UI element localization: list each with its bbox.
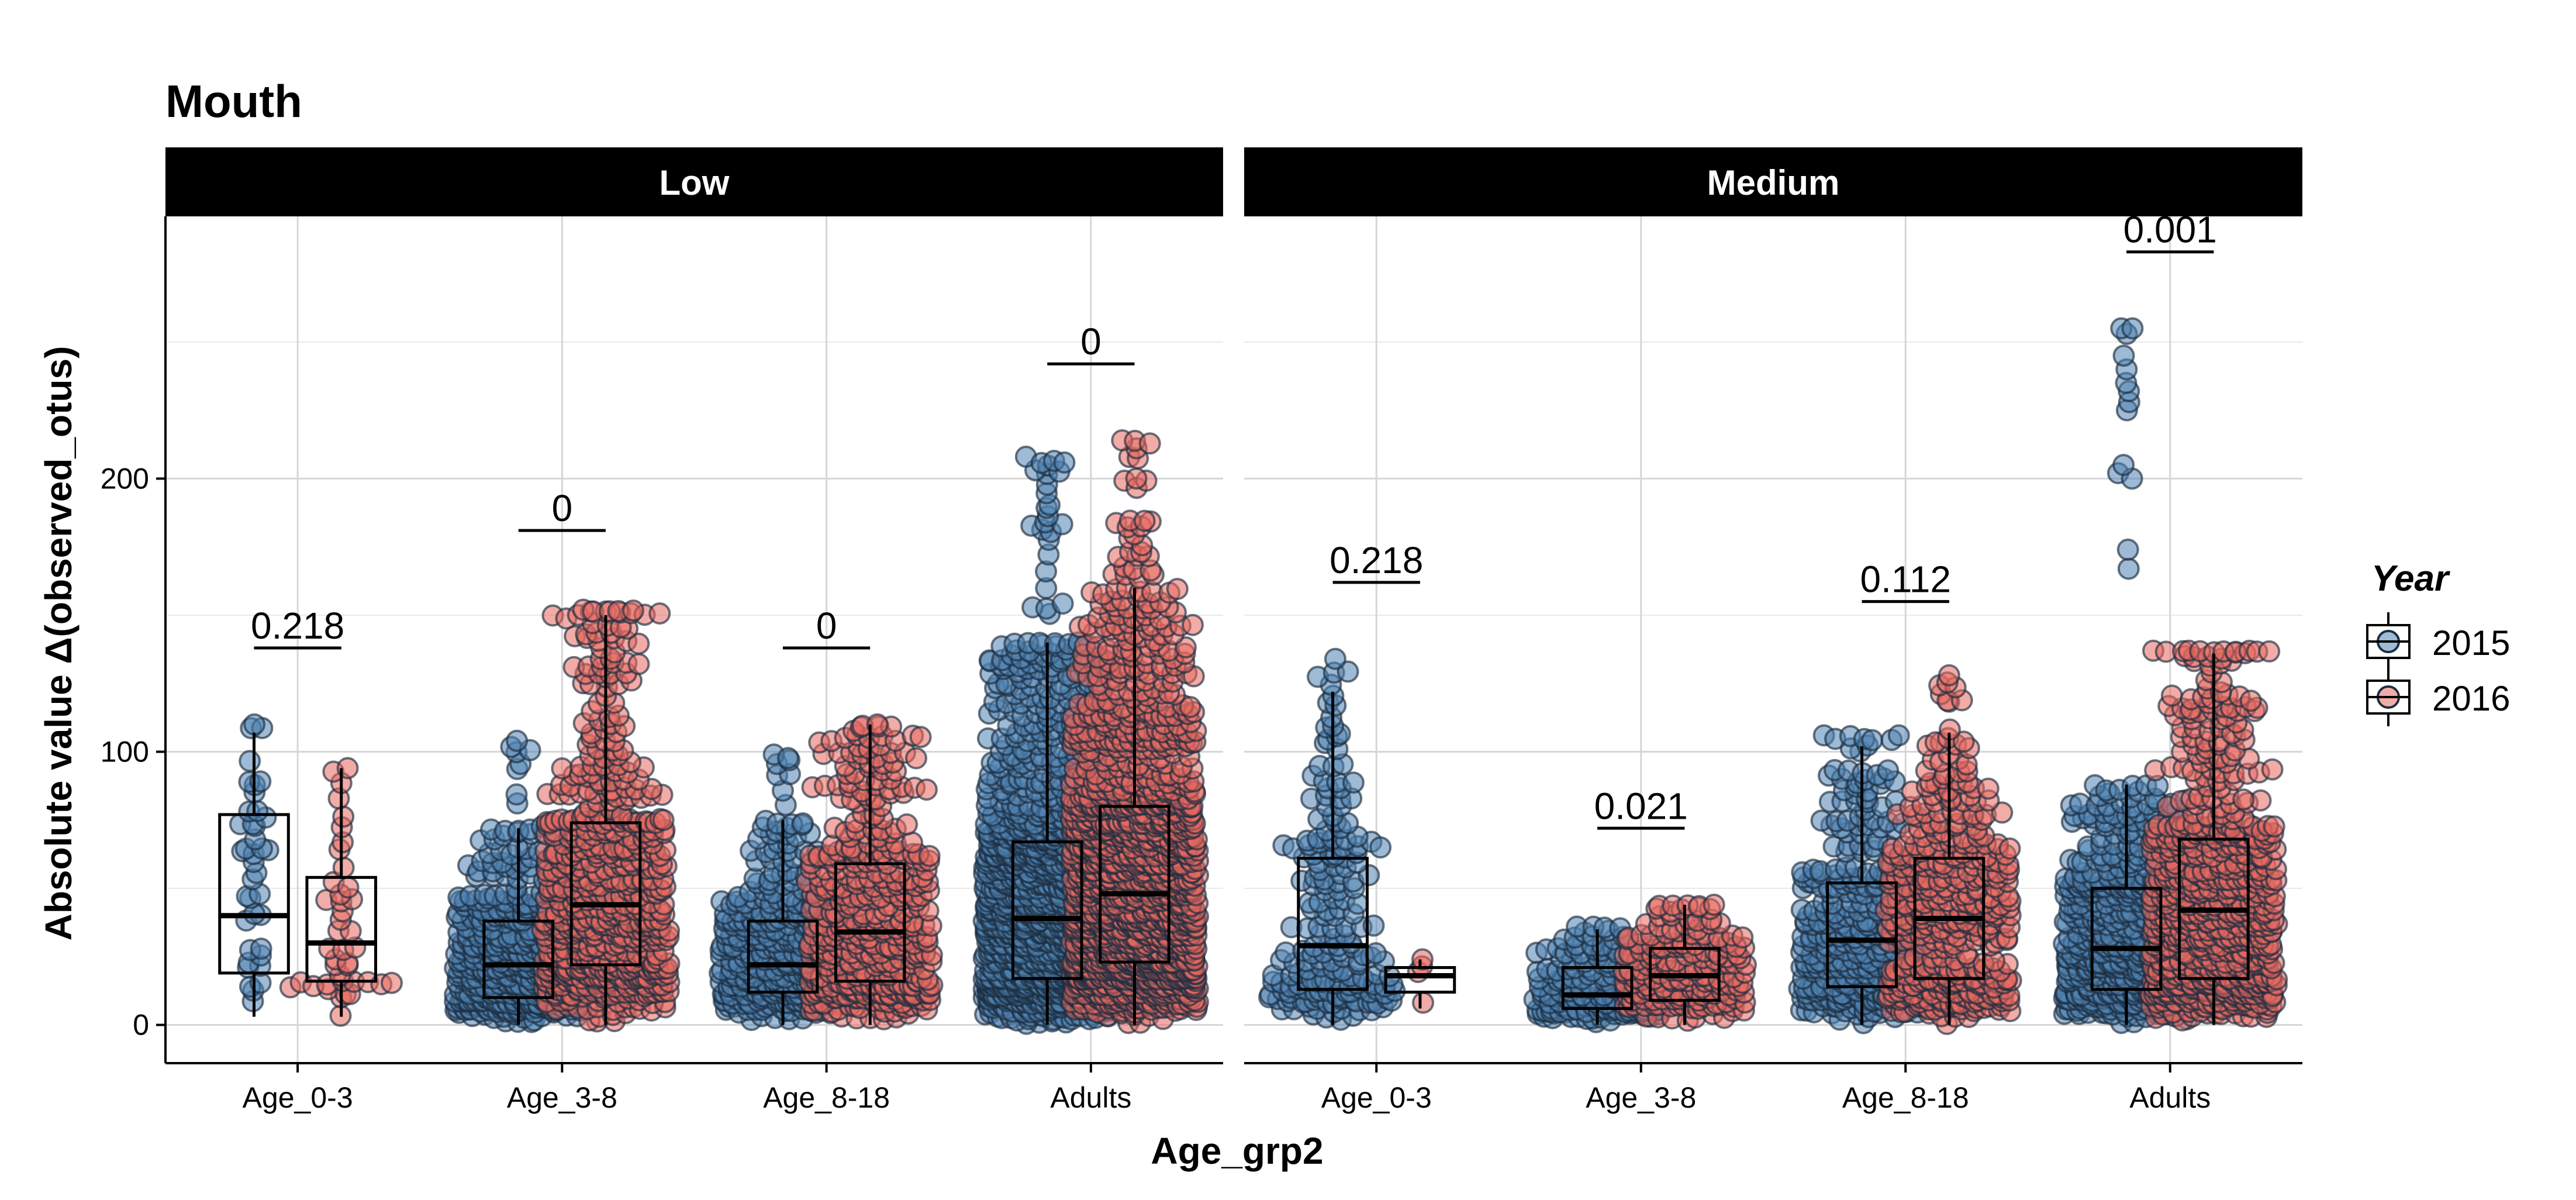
panel-backgrounds: Low Medium [165, 147, 2302, 216]
data-point [623, 601, 643, 620]
data-point [1344, 773, 1363, 792]
facet-strip-label: Medium [1707, 163, 1840, 202]
data-point [382, 973, 402, 993]
data-point [902, 833, 922, 853]
data-point [334, 858, 354, 878]
data-point [911, 727, 931, 747]
data-point [1370, 837, 1390, 857]
data-point [897, 815, 917, 835]
data-point [650, 604, 669, 623]
data-points [230, 319, 2287, 1035]
data-point [333, 807, 353, 827]
data-point [778, 748, 798, 768]
data-point [251, 939, 271, 958]
data-point [247, 801, 267, 821]
data-point [793, 813, 813, 833]
data-point [1140, 433, 1160, 453]
data-point [240, 751, 260, 771]
data-point [507, 785, 527, 805]
data-point [629, 654, 649, 674]
data-point [917, 780, 937, 799]
data-point [1053, 594, 1073, 613]
data-point [920, 846, 940, 866]
data-point [1135, 511, 1155, 531]
data-point [1183, 615, 1203, 635]
data-point [507, 731, 527, 751]
data-point [1168, 579, 1187, 599]
data-point [1127, 468, 1147, 488]
data-point [1413, 993, 1433, 1013]
facet-strip-label: Low [659, 163, 730, 202]
data-point [654, 810, 674, 830]
data-point [339, 878, 358, 898]
data-point [1366, 943, 1386, 963]
data-point [906, 749, 926, 768]
data-point [244, 715, 264, 735]
data-point [1325, 649, 1345, 669]
data-point [1055, 453, 1075, 473]
